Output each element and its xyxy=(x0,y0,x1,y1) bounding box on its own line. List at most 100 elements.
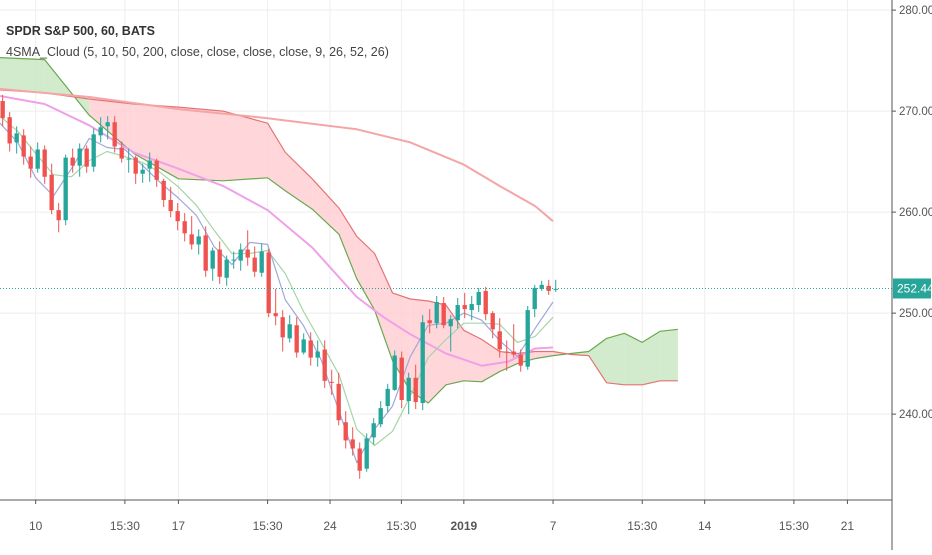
candle[interactable] xyxy=(511,324,516,358)
candle[interactable] xyxy=(252,246,257,277)
candle[interactable] xyxy=(224,255,229,286)
candle-body xyxy=(245,249,250,258)
candle[interactable] xyxy=(406,372,411,415)
candle[interactable] xyxy=(497,318,502,358)
candle[interactable] xyxy=(14,126,19,154)
candle[interactable] xyxy=(147,152,152,182)
candle[interactable] xyxy=(70,148,75,173)
candle[interactable] xyxy=(196,229,201,255)
candle[interactable] xyxy=(546,279,551,295)
candle[interactable] xyxy=(532,284,537,318)
candle-body xyxy=(287,324,292,339)
candle[interactable] xyxy=(434,295,439,329)
y-tick-label: 280.00 xyxy=(899,5,932,17)
candle[interactable] xyxy=(280,310,285,352)
study-legend[interactable]: 4SMA_Cloud (5, 10, 50, 200, close, close… xyxy=(6,45,389,59)
candle-body xyxy=(462,305,467,310)
candle[interactable] xyxy=(378,401,383,428)
candle-body xyxy=(476,291,481,306)
candle[interactable] xyxy=(231,251,236,269)
candle[interactable] xyxy=(427,309,432,334)
candle[interactable] xyxy=(203,226,208,277)
symbol-legend[interactable]: SPDR S&P 500, 60, BATS xyxy=(6,24,155,38)
candle[interactable] xyxy=(161,178,166,208)
candle[interactable] xyxy=(105,116,110,140)
cloud-bearish-segment xyxy=(392,292,411,391)
candle[interactable] xyxy=(154,158,159,187)
candle[interactable] xyxy=(308,332,313,366)
cloud-bullish-segment xyxy=(660,329,678,381)
candle[interactable] xyxy=(112,116,117,153)
candle-body xyxy=(119,147,124,159)
candle[interactable] xyxy=(63,154,68,226)
candle[interactable] xyxy=(448,315,453,352)
candle[interactable] xyxy=(259,243,264,277)
candle[interactable] xyxy=(28,146,33,178)
candle[interactable] xyxy=(441,296,446,329)
candle[interactable] xyxy=(119,141,124,163)
candle[interactable] xyxy=(0,94,5,127)
candle[interactable] xyxy=(294,317,299,358)
candle[interactable] xyxy=(7,112,12,152)
candle[interactable] xyxy=(322,340,327,388)
candle[interactable] xyxy=(392,350,397,391)
candle[interactable] xyxy=(140,163,145,183)
candle[interactable] xyxy=(56,203,61,233)
candle-body xyxy=(231,259,236,261)
cloud-bearish-segment xyxy=(178,107,223,181)
candle[interactable] xyxy=(35,142,40,173)
candle[interactable] xyxy=(287,315,292,343)
candle[interactable] xyxy=(490,311,495,339)
cloud-bearish-segment xyxy=(133,104,179,179)
candle[interactable] xyxy=(525,306,530,370)
candle[interactable] xyxy=(21,129,26,165)
candle[interactable] xyxy=(189,216,194,250)
candle[interactable] xyxy=(399,351,404,409)
candle[interactable] xyxy=(469,295,474,321)
candle[interactable] xyxy=(504,340,509,371)
candle[interactable] xyxy=(168,186,173,218)
candle[interactable] xyxy=(483,286,488,321)
candle[interactable] xyxy=(91,128,96,172)
candle[interactable] xyxy=(476,287,481,313)
candle[interactable] xyxy=(245,230,250,266)
candle[interactable] xyxy=(385,383,390,413)
candle[interactable] xyxy=(49,163,54,215)
candle[interactable] xyxy=(364,433,369,472)
candle[interactable] xyxy=(553,279,558,292)
y-axis-pane[interactable] xyxy=(893,0,932,550)
candle[interactable] xyxy=(126,148,131,173)
candle[interactable] xyxy=(77,143,82,177)
candle[interactable] xyxy=(315,340,320,367)
candle[interactable] xyxy=(98,117,103,143)
candle[interactable] xyxy=(217,241,222,284)
candle[interactable] xyxy=(175,203,180,231)
candle[interactable] xyxy=(413,364,418,410)
candle-body xyxy=(21,135,26,157)
candle[interactable] xyxy=(357,442,362,479)
candle[interactable] xyxy=(84,145,89,173)
candle[interactable] xyxy=(350,427,355,456)
cloud-bullish-segment xyxy=(642,331,661,385)
candle[interactable] xyxy=(266,248,271,318)
candle[interactable] xyxy=(133,155,138,184)
candle[interactable] xyxy=(273,288,278,326)
candle[interactable] xyxy=(210,247,215,281)
candle[interactable] xyxy=(518,349,523,372)
candle[interactable] xyxy=(182,213,187,242)
candle[interactable] xyxy=(329,369,334,395)
sma-200-line xyxy=(0,87,554,222)
candle[interactable] xyxy=(42,145,47,184)
candle[interactable] xyxy=(420,315,425,411)
cloud-bearish-segment xyxy=(356,236,375,311)
candle[interactable] xyxy=(455,297,460,329)
candle[interactable] xyxy=(336,372,341,426)
candle[interactable] xyxy=(539,280,544,291)
candle[interactable] xyxy=(301,333,306,355)
candle[interactable] xyxy=(371,418,376,445)
candle[interactable] xyxy=(462,292,467,319)
candle[interactable] xyxy=(343,411,348,449)
candle[interactable] xyxy=(238,243,243,271)
